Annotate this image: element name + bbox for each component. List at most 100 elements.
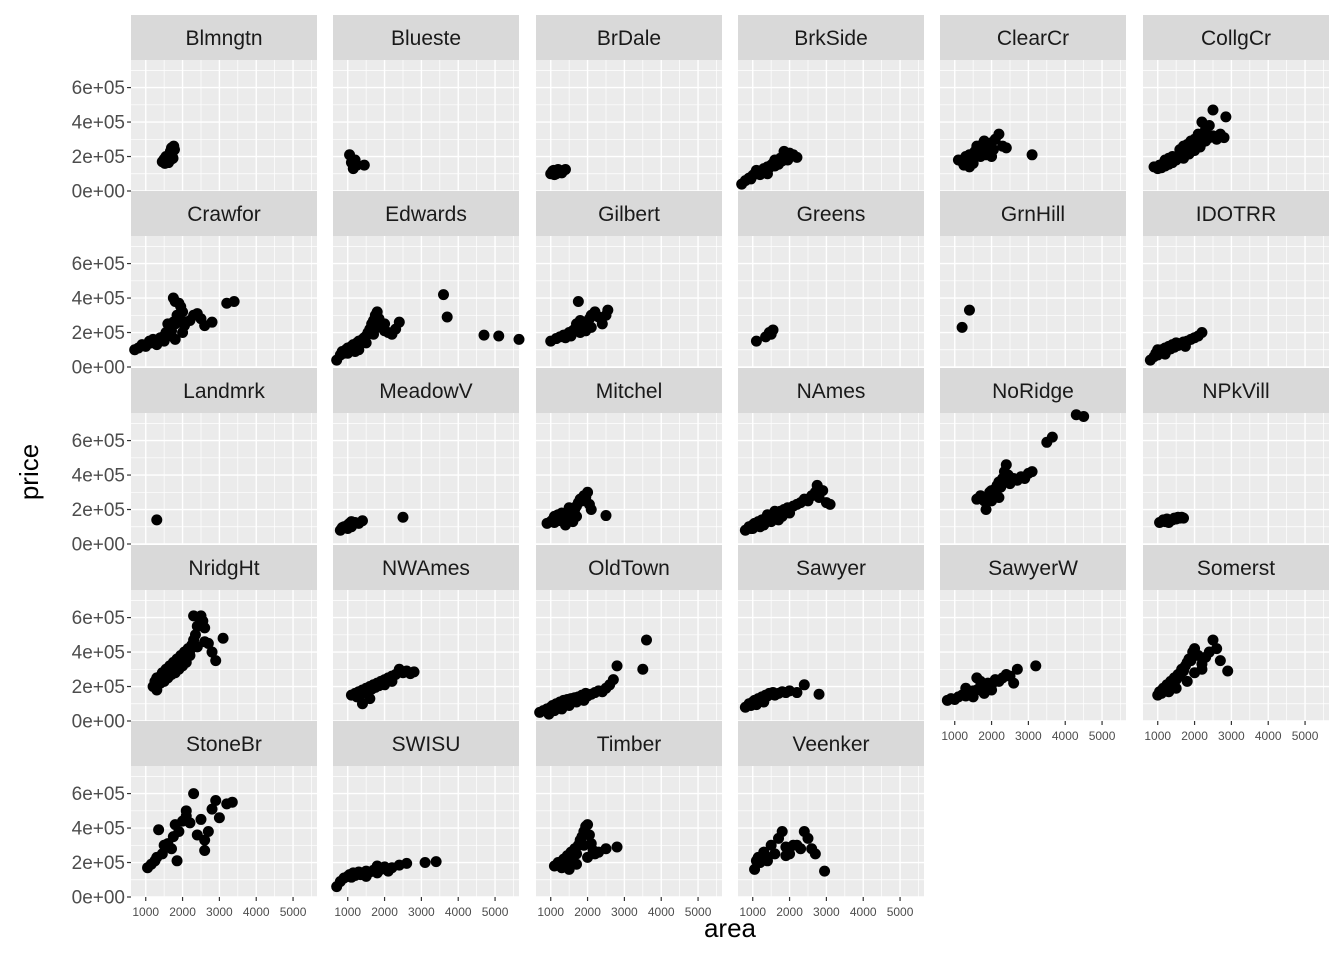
data-point: [986, 151, 998, 163]
data-points: [156, 140, 180, 169]
facet-strip-label: MeadowV: [379, 380, 472, 403]
data-point: [342, 347, 354, 359]
data-point: [349, 154, 361, 166]
facet-edwards: Edwards: [331, 191, 525, 368]
data-point: [547, 167, 559, 179]
y-axis: 0e+00 2e+05 4e+05 6e+05: [72, 431, 131, 556]
data-point: [151, 514, 163, 526]
y-axis: 0e+00 2e+05 4e+05 6e+05: [72, 78, 131, 203]
data-point: [162, 318, 174, 330]
data-points: [1152, 634, 1234, 701]
y-axis: 0e+00 2e+05 4e+05 6e+05: [72, 254, 131, 379]
facet-brdale: BrDale: [536, 15, 722, 192]
data-point: [156, 848, 168, 860]
data-point: [1179, 340, 1191, 352]
data-point: [1207, 634, 1219, 646]
data-points: [956, 304, 975, 333]
y-tick-label: 4e+05: [72, 819, 125, 840]
facet-nridght: NridgHt 0e+00 2e+05 4e+05 6e+05: [72, 545, 317, 733]
data-point: [1163, 516, 1175, 528]
data-point: [640, 634, 652, 646]
data-points: [545, 163, 571, 181]
facet-strip: [738, 15, 924, 60]
data-point: [778, 145, 790, 157]
data-point: [180, 656, 192, 668]
data-point: [1159, 154, 1171, 166]
x-tick-label: 5000: [1292, 729, 1319, 743]
data-points: [952, 128, 1038, 173]
panel-background: [1143, 60, 1329, 191]
data-points: [142, 788, 238, 874]
data-point: [342, 522, 354, 534]
facet-strip: [940, 15, 1126, 60]
y-axis-title: price: [14, 444, 44, 500]
facet-strip: [1143, 545, 1329, 590]
data-point: [1026, 149, 1038, 161]
data-point: [397, 511, 409, 523]
data-point: [408, 666, 420, 678]
data-point: [393, 316, 405, 328]
facet-nwames: NWAmes: [333, 545, 519, 722]
data-point: [1008, 677, 1020, 689]
data-point: [600, 843, 612, 855]
facet-swisu: SWISU 1000 2000 3000 4000 5000: [331, 721, 519, 919]
panel-grid: [131, 236, 317, 368]
facet-greens: Greens: [738, 191, 924, 368]
data-point: [993, 128, 1005, 140]
data-point: [153, 824, 165, 836]
data-point: [213, 812, 225, 824]
facet-strip: [131, 721, 317, 766]
data-point: [960, 682, 972, 694]
panel-grid: [333, 236, 519, 368]
x-axis: 1000 2000 3000 4000 5000: [132, 897, 307, 919]
data-point: [585, 321, 597, 333]
facet-strip-label: NWAmes: [382, 557, 470, 580]
facet-names: NAmes: [738, 368, 924, 545]
x-tick-label: 2000: [371, 905, 398, 919]
data-point: [607, 674, 619, 686]
facet-blueste: Blueste: [333, 15, 519, 192]
data-point: [993, 491, 1005, 503]
data-point: [963, 304, 975, 316]
y-tick-label: 6e+05: [72, 431, 125, 452]
panel-background: [1143, 590, 1329, 721]
x-tick-label: 3000: [206, 905, 233, 919]
data-point: [173, 826, 185, 837]
panel-grid: [940, 590, 1126, 722]
data-point: [206, 646, 218, 658]
data-point: [151, 339, 163, 351]
facet-strip: [131, 15, 317, 60]
data-point: [559, 519, 571, 531]
data-point: [1220, 111, 1232, 123]
data-point: [1222, 665, 1234, 677]
panel-grid: [738, 236, 924, 368]
facet-strip-label: BrDale: [597, 27, 661, 50]
facet-strip-label: ClearCr: [997, 27, 1069, 50]
facet-idotrr: IDOTRR: [1143, 191, 1329, 368]
facet-strip: [333, 191, 519, 236]
facet-strip: [738, 368, 924, 413]
facet-strip-label: Blueste: [391, 27, 461, 50]
panel-background: [940, 590, 1126, 721]
data-point: [441, 311, 453, 323]
data-point: [358, 159, 370, 171]
data-point: [1218, 132, 1230, 144]
facet-npkvill: NPkVill: [1143, 368, 1329, 545]
data-point: [360, 337, 372, 349]
panel-grid: [536, 590, 722, 722]
x-tick-label: 3000: [1218, 729, 1245, 743]
data-point: [1152, 344, 1164, 356]
data-point: [791, 151, 803, 163]
facet-panels: Blmngtn 0e+00 2e+05 4e+05 6e+05 Blueste BrDale…: [72, 15, 1329, 919]
facet-timber: Timber 1000 2000 3000 4000 5000: [536, 721, 722, 919]
data-points: [331, 856, 442, 893]
facet-strip: [536, 721, 722, 766]
data-point: [809, 848, 821, 860]
data-point: [493, 330, 505, 342]
data-point: [386, 675, 398, 687]
facet-strip: [131, 545, 317, 590]
facet-crawfor: Crawfor 0e+00 2e+05 4e+05 6e+05: [72, 191, 317, 379]
data-point: [637, 663, 649, 675]
facet-somerst: Somerst 1000 2000 3000 4000 5000: [1143, 545, 1329, 743]
data-point: [188, 610, 200, 622]
